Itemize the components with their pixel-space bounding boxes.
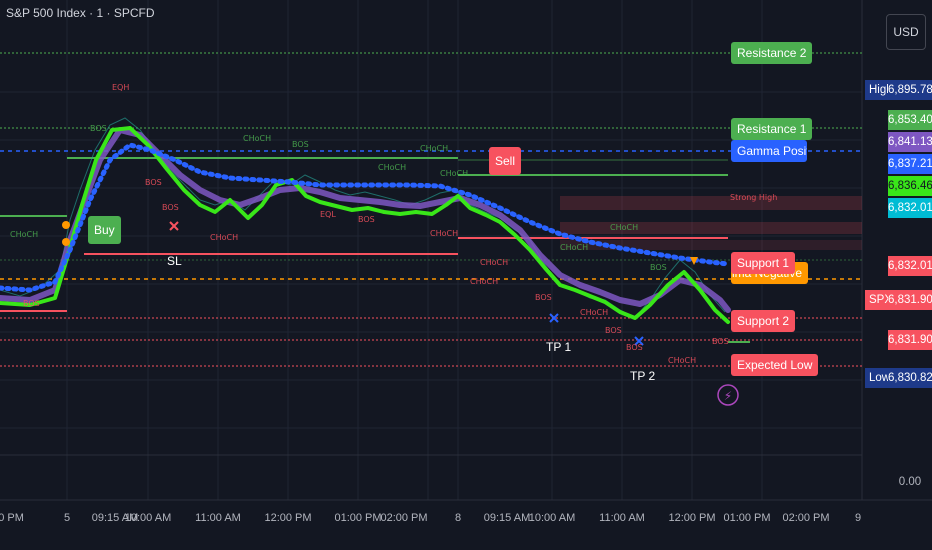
price-row-5: 6,832.01 (888, 198, 932, 218)
svg-text:CHoCH: CHoCH (10, 230, 38, 239)
price-row-1: 6,853.40 (888, 110, 932, 130)
svg-text:BOS: BOS (358, 215, 375, 224)
resistance-2-label: Resistance 2 (731, 42, 813, 64)
svg-text:BOS: BOS (90, 124, 107, 133)
svg-text:BOS: BOS (145, 178, 162, 187)
spx-value: 6,831.90 (888, 290, 932, 310)
time-label: 11:00 AM (195, 512, 241, 524)
chart-title: S&P 500 Index · 1 · SPCFD (6, 6, 155, 20)
time-label: 9 (854, 512, 862, 524)
time-label: 01:00 PM (723, 512, 771, 524)
svg-text:BOS: BOS (650, 263, 667, 272)
svg-text:BOS: BOS (605, 326, 622, 335)
resistance-1-label: Resistance 1 (731, 118, 813, 140)
currency-button[interactable]: USD (886, 14, 926, 50)
price-row-3: 6,837.21 (888, 154, 932, 174)
svg-text:CHoCH: CHoCH (560, 243, 588, 252)
time-label: 12:00 PM (668, 512, 716, 524)
svg-text:EQL: EQL (320, 210, 336, 219)
price-row-6: 6,832.01 (888, 256, 932, 276)
svg-text:EQH: EQH (112, 83, 129, 92)
take-profit-2-label: TP 2 (630, 369, 656, 383)
svg-text:CHoCH: CHoCH (420, 144, 448, 153)
svg-text:CHoCH: CHoCH (610, 223, 638, 232)
svg-text:CHoCH: CHoCH (243, 134, 271, 143)
svg-text:CHoCH: CHoCH (480, 258, 508, 267)
gamma-positive-label: Gamma Positive (731, 140, 807, 162)
svg-text:⚡: ⚡ (724, 389, 732, 403)
support-1-label: Support 1 (731, 252, 796, 274)
time-label: 8 (454, 512, 462, 524)
svg-text:BOS: BOS (292, 140, 309, 149)
svg-text:CHoCH: CHoCH (378, 163, 406, 172)
expected-low-label: Expected Low (731, 354, 819, 376)
svg-text:BOS: BOS (162, 203, 179, 212)
low-value: 6,830.82 (888, 368, 932, 388)
time-label: 01:00 PM (334, 512, 382, 524)
time-label: 09:15 AM (483, 512, 531, 524)
high-value: 6,895.78 (888, 80, 932, 100)
svg-text:CHoCH: CHoCH (580, 308, 608, 317)
time-label: 11:00 AM (599, 512, 645, 524)
time-label: 00 PM (0, 512, 24, 524)
svg-text:CHoCH: CHoCH (210, 233, 238, 242)
time-label: 5 (63, 512, 71, 524)
svg-text:BOS: BOS (535, 293, 552, 302)
lightning-icon (717, 384, 739, 406)
low-label: Low (865, 368, 895, 388)
buy-signal: Buy (88, 216, 121, 244)
svg-text:Strong High: Strong High (730, 193, 777, 202)
bottom-value: 0.00 (898, 476, 922, 488)
svg-text:CHoCH: CHoCH (668, 356, 696, 365)
take-profit-1-label: TP 1 (546, 340, 572, 354)
time-label: 12:00 PM (264, 512, 312, 524)
svg-text:BOS: BOS (626, 343, 643, 352)
time-label: 02:00 PM (782, 512, 830, 524)
price-row-7: 6,831.90 (888, 330, 932, 350)
svg-text:CHoCH: CHoCH (430, 229, 458, 238)
stop-loss-label: SL (167, 254, 182, 268)
svg-text:CHoCH: CHoCH (470, 277, 498, 286)
time-label: 10:00 AM (124, 512, 172, 524)
svg-text:BOS: BOS (23, 299, 40, 308)
time-label: 09:15 AM (91, 512, 139, 524)
sell-signal: Sell (489, 147, 522, 175)
time-label: 02:00 PM (380, 512, 428, 524)
price-row-4: 6,836.46 (888, 176, 932, 196)
svg-text:CHoCH: CHoCH (440, 169, 468, 178)
time-label: 10:00 AM (528, 512, 576, 524)
support-2-label: Support 2 (731, 310, 796, 332)
price-row-2: 6,841.13 (888, 132, 932, 152)
svg-text:BOS: BOS (712, 337, 729, 346)
